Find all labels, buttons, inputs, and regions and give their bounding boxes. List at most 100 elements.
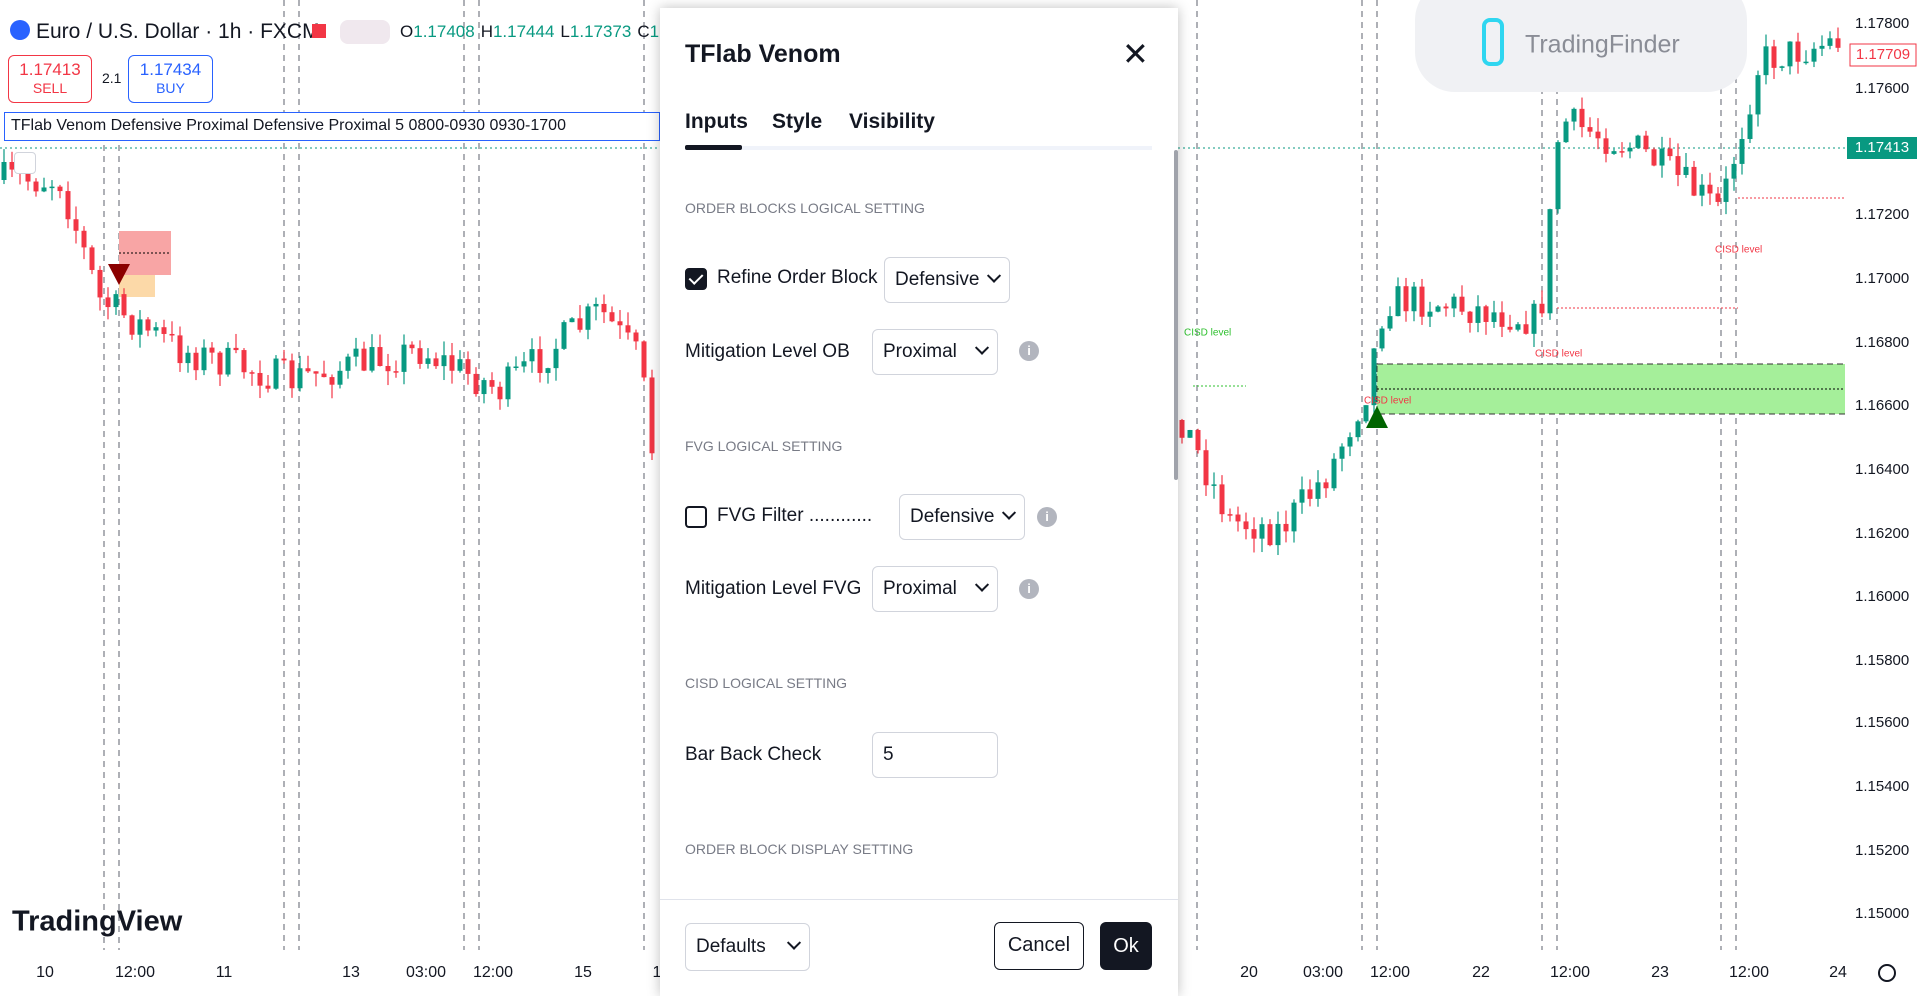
candle-body [49,186,55,189]
candle-body [1691,166,1697,196]
settings-icon[interactable] [1878,964,1896,982]
ok-button[interactable]: Ok [1100,922,1152,970]
candle-body [177,335,183,364]
time-label: 12:00 [1729,964,1769,981]
candle-body [353,348,359,357]
time-label: 15 [574,964,592,981]
input-value: 5 [883,744,894,765]
candle-body [1763,46,1769,76]
ok-label: Ok [1113,935,1139,957]
candle-body [393,371,399,373]
candle-body [1355,421,1361,438]
candle-body [1547,209,1553,314]
defaults-select[interactable]: Defaults [685,923,810,971]
candle-body [1531,303,1537,334]
candle-body [1403,286,1409,312]
number-input[interactable]: 5 [872,732,998,778]
candle-body [1443,306,1449,309]
defaults-label: Defaults [696,936,766,957]
info-icon[interactable]: i [1037,507,1057,527]
candle-body [377,347,383,366]
candle-body [1427,311,1433,317]
candle-body [585,306,591,330]
candle-body [161,327,167,334]
select[interactable]: Proximal [872,329,998,375]
candle-body [1259,524,1265,539]
candle-body [313,371,319,374]
select-value: Proximal [883,341,957,362]
select[interactable]: Proximal [872,566,998,612]
checkbox[interactable] [685,506,707,528]
buy-button[interactable]: 1.17434 BUY [128,55,213,103]
candle-body [33,181,39,192]
tab[interactable]: Inputs [685,110,748,133]
candle-body [577,318,583,330]
price-label: 1.17800 [1855,15,1909,32]
cancel-button[interactable]: Cancel [994,922,1084,970]
candle-body [369,347,375,371]
candle-body [105,297,111,308]
select[interactable]: Defensive [884,257,1010,303]
candle-body [1611,151,1617,154]
candle-body [1627,147,1633,152]
indicator-bar[interactable]: TFlab Venom Defensive Proximal Defensive… [4,112,660,141]
price-label: 1.15000 [1855,905,1909,922]
sell-button[interactable]: 1.17413 SELL [8,55,92,103]
candle-body [489,380,495,387]
price-label: 1.16600 [1855,397,1909,414]
scrollbar[interactable] [1174,150,1178,480]
ohlc-key: C [637,22,650,41]
high-price-tag [1849,43,1917,67]
candle-body [537,349,543,373]
ohlc-value: 1.17444 [492,22,555,41]
candle-body [1,162,7,180]
select[interactable]: Defensive [899,494,1025,540]
candle-body [529,349,535,362]
candle-body [1235,514,1241,522]
tab[interactable]: Style [772,110,823,133]
candle-body [97,269,103,298]
spread: 2.1 [102,70,122,86]
close-button[interactable]: ✕ [1122,36,1149,72]
candle-body [1187,429,1193,438]
candle-body [1307,489,1313,499]
candle-body [401,344,407,372]
info-icon[interactable]: i [1019,341,1039,361]
candle-body [1299,489,1305,503]
candle-body [1515,324,1521,330]
candle-body [129,315,135,335]
candle-body [89,247,95,270]
candle-body [1651,149,1657,166]
candle-body [1267,524,1273,546]
candle-body [553,348,559,369]
time-label: 12:00 [1370,964,1410,981]
candle-body [1467,311,1473,323]
candle-body [225,347,231,375]
candle-body [1755,75,1761,115]
candle-body [1771,46,1777,68]
indicator-toggle[interactable] [340,20,390,44]
info-icon[interactable]: i [1019,579,1039,599]
candle-body [121,294,127,316]
candle-body [1203,450,1209,486]
candle-body [273,358,279,389]
tab[interactable]: Visibility [849,110,935,133]
candle-body [241,350,247,373]
price-label: 1.17600 [1855,80,1909,97]
candle-body [145,319,151,331]
tradingfinder-logo: TradingFinder [1525,31,1680,59]
candle-body [1571,108,1577,122]
candle-body [1379,328,1385,349]
candle-body [1507,326,1513,330]
candle-body [1395,286,1401,317]
candle-body [1747,114,1753,140]
price-label: 1.16000 [1855,588,1909,605]
time-label: 23 [1651,964,1669,981]
candle-body [1475,306,1481,323]
time-label: 03:00 [1303,964,1343,981]
time-label: 22 [1472,964,1490,981]
candle-body [1283,523,1289,532]
checkbox[interactable] [685,268,707,290]
indicator-label: TFlab Venom Defensive Proximal Defensive… [11,117,566,134]
collapse-button[interactable] [14,152,36,174]
